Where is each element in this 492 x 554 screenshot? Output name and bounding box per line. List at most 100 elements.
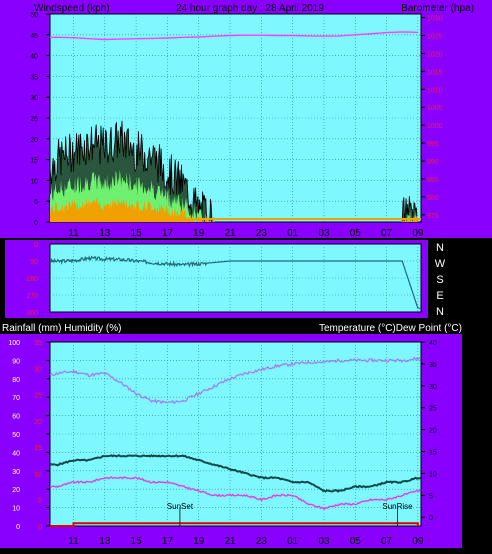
top-x-tick-label: 09	[412, 228, 424, 239]
compass-label: W	[435, 258, 446, 270]
barometer-tick-label: 990	[427, 159, 439, 166]
compass-label: N	[436, 306, 444, 318]
windspeed-tick-label: 10	[30, 178, 38, 185]
top-x-tick-label: 13	[99, 228, 111, 239]
top-x-tick-label: 03	[318, 228, 330, 239]
barometer-tick-label: 1020	[427, 51, 443, 58]
humidity-tick-label: 70	[12, 395, 20, 402]
bottom-x-tick-label: 15	[131, 536, 143, 547]
wind-average-series	[50, 170, 421, 222]
humidity-tick-label: 40	[12, 450, 20, 457]
humidity-tick-label: 20	[12, 487, 20, 494]
barometer-tick-label: 980	[427, 195, 439, 202]
bottom-x-tick-label: 17	[162, 536, 174, 547]
humidity-tick-label: 90	[12, 358, 20, 365]
bottom-x-tick-label: 07	[381, 536, 393, 547]
temperature-tick-label: 35	[429, 362, 437, 369]
rainfall-tick-label: 15	[34, 445, 42, 452]
direction-tick-label: 0	[34, 242, 38, 249]
direction-tick-label: 90	[30, 259, 38, 266]
top-x-tick-label: 17	[162, 228, 174, 239]
bottom-x-tick-label: 03	[318, 536, 330, 547]
temperature-tick-label: 10	[429, 471, 437, 478]
barometer-tick-label: 1005	[427, 105, 443, 112]
direction-tick-label: 360	[26, 310, 38, 317]
rainfall-tick-label: 35	[34, 340, 42, 347]
barometer-tick-label: 1010	[427, 87, 443, 94]
windspeed-tick-label: 15	[30, 158, 38, 165]
windspeed-tick-label: 40	[30, 54, 38, 61]
windspeed-tick-label: 30	[30, 95, 38, 102]
bottom-x-tick-label: 09	[412, 536, 424, 547]
top-x-tick-label: 11	[68, 228, 79, 239]
humidity-tick-label: 80	[12, 377, 20, 384]
rainfall-tick-label: 30	[34, 366, 42, 373]
temperature-series	[49, 453, 422, 493]
temperature-tick-label: 20	[429, 428, 437, 435]
top-x-tick-label: 23	[256, 228, 268, 239]
top-x-tick-label: 15	[131, 228, 143, 239]
windspeed-axis-title: Windspeed (kph)	[34, 3, 110, 14]
top-x-tick-label: 05	[350, 228, 362, 239]
bottom-x-tick-label: 05	[350, 536, 362, 547]
compass-label: E	[436, 290, 443, 302]
rainfall-tick-label: 5	[38, 498, 42, 505]
barometer-series	[50, 31, 418, 41]
temperature-tick-label: 25	[429, 406, 437, 413]
compass-label: N	[436, 242, 444, 254]
windspeed-tick-label: 45	[30, 33, 38, 40]
top-x-tick-label: 21	[224, 228, 236, 239]
barometer-tick-label: 1030	[427, 16, 443, 23]
top-x-tick-label: 19	[193, 228, 205, 239]
direction-tick-label: 270	[26, 293, 38, 300]
humidity-tick-label: 10	[12, 506, 20, 513]
windspeed-tick-label: 35	[30, 74, 38, 81]
top-x-tick-label: 07	[381, 228, 393, 239]
windspeed-tick-label: 25	[30, 116, 38, 123]
barometer-tick-label: 1025	[427, 34, 443, 41]
bottom-x-tick-label: 19	[193, 536, 205, 547]
temperature-tick-label: 30	[429, 384, 437, 391]
barometer-tick-label: 995	[427, 141, 439, 148]
humidity-tick-label: 30	[12, 469, 20, 476]
bottom-x-tick-label: 13	[99, 536, 111, 547]
humidity-tick-label: 60	[12, 414, 20, 421]
temperature-tick-label: 15	[429, 450, 437, 457]
temperature-dewpoint-axis-title: Temperature (°C)Dew Point (°C)	[319, 323, 462, 334]
sunrise-marker-label: SunRise	[382, 502, 413, 511]
barometer-tick-label: 1015	[427, 69, 443, 76]
barometer-axis-title: Barometer (hpa)	[401, 3, 474, 14]
rainfall-humidity-axis-title: Rainfall (mm) Humidity (%)	[2, 323, 121, 334]
windspeed-tick-label: 0	[34, 220, 38, 227]
humidity-tick-label: 0	[16, 524, 20, 531]
bottom-x-tick-label: 21	[224, 536, 236, 547]
humidity-tick-label: 100	[8, 340, 20, 347]
humidity-tick-label: 50	[12, 432, 20, 439]
windspeed-tick-label: 5	[34, 199, 38, 206]
chart-title: 24 hour graph day : 28 April 2019	[176, 3, 324, 14]
bottom-x-tick-label: 11	[68, 536, 79, 547]
top-x-tick-label: 01	[287, 228, 299, 239]
bottom-x-tick-label: 23	[256, 536, 268, 547]
direction-tick-label: 180	[26, 276, 38, 283]
barometer-tick-label: 975	[427, 213, 439, 220]
dewpoint-series	[49, 476, 421, 511]
rainfall-tick-label: 20	[34, 419, 42, 426]
wind-low-series	[50, 196, 421, 222]
compass-label: S	[436, 274, 443, 286]
temperature-tick-label: 40	[429, 340, 437, 347]
rainfall-tick-label: 0	[38, 524, 42, 531]
temperature-tick-label: 5	[429, 493, 433, 500]
humidity-series	[49, 356, 422, 405]
sunset-marker-label: SunSet	[167, 502, 194, 511]
barometer-tick-label: 985	[427, 177, 439, 184]
wind-direction-series	[49, 255, 421, 309]
rainfall-tick-label: 10	[34, 471, 42, 478]
barometer-tick-label: 1000	[427, 123, 443, 130]
windspeed-tick-label: 50	[30, 12, 38, 19]
windspeed-tick-label: 20	[30, 137, 38, 144]
rainfall-series	[50, 522, 419, 527]
chart-layer: 0510152025303540455097598098599099510001…	[8, 12, 445, 547]
